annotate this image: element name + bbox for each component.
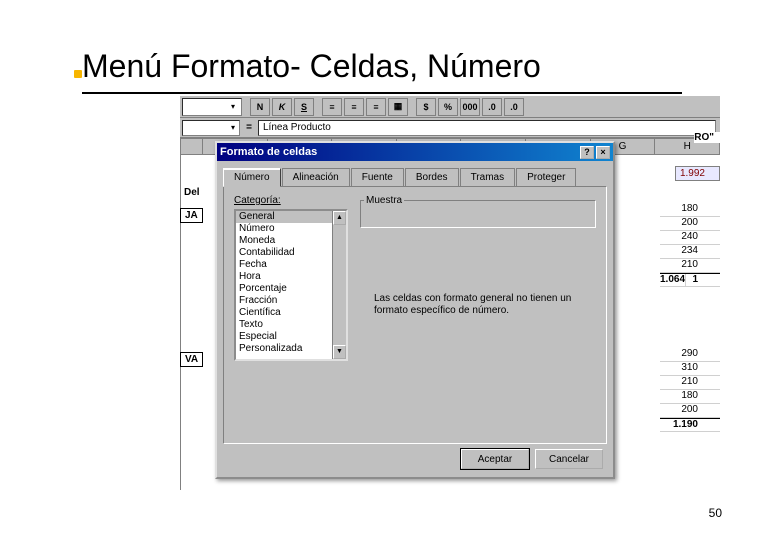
cell-label-ja: JA bbox=[180, 208, 203, 223]
title-decoration bbox=[74, 70, 82, 78]
formula-input[interactable]: Línea Producto bbox=[258, 120, 716, 136]
listbox-scrollbar[interactable]: ▲ ▼ bbox=[332, 211, 346, 359]
dialog-title: Formato de celdas bbox=[220, 146, 317, 158]
dialog-tabs: Número Alineación Fuente Bordes Tramas P… bbox=[223, 167, 607, 186]
cell-year: 1.992 bbox=[675, 166, 720, 181]
category-item-general[interactable]: General bbox=[236, 211, 346, 223]
value-block-2: 290 310 210 180 200 1.190 bbox=[660, 348, 720, 432]
category-item-cientifica[interactable]: Científica bbox=[236, 307, 346, 319]
cell-sum: 1.190 bbox=[660, 418, 720, 432]
cell-value: 234 bbox=[660, 245, 720, 259]
formula-value: Línea Producto bbox=[263, 122, 331, 133]
category-item-especial[interactable]: Especial bbox=[236, 331, 346, 343]
align-center-button[interactable]: ≡ bbox=[344, 98, 364, 116]
format-toolbar: ▾ N K S ≡ ≡ ≡ ▦ $ % 000 .0 .0 bbox=[180, 96, 720, 118]
category-item-hora[interactable]: Hora bbox=[236, 271, 346, 283]
tab-proteger[interactable]: Proteger bbox=[516, 168, 576, 187]
cancel-button[interactable]: Cancelar bbox=[535, 449, 603, 469]
formula-bar: ▾ = Línea Producto bbox=[180, 118, 720, 138]
cell-value: 310 bbox=[660, 362, 720, 376]
cell-label-va: VA bbox=[180, 352, 203, 367]
percent-button[interactable]: % bbox=[438, 98, 458, 116]
comma-button[interactable]: 000 bbox=[460, 98, 480, 116]
category-item-moneda[interactable]: Moneda bbox=[236, 235, 346, 247]
category-item-texto[interactable]: Texto bbox=[236, 319, 346, 331]
format-cells-dialog: Formato de celdas ? × Número Alineación … bbox=[215, 141, 615, 479]
tab-alineacion[interactable]: Alineación bbox=[282, 168, 350, 187]
italic-button[interactable]: K bbox=[272, 98, 292, 116]
category-listbox[interactable]: General Número Moneda Contabilidad Fecha… bbox=[234, 209, 348, 361]
cell-value: 200 bbox=[660, 217, 720, 231]
close-button[interactable]: × bbox=[596, 146, 610, 159]
bold-button[interactable]: N bbox=[250, 98, 270, 116]
align-right-button[interactable]: ≡ bbox=[366, 98, 386, 116]
value-block-1: 180 200 240 234 210 1.0641 bbox=[660, 203, 720, 287]
category-item-porcentaje[interactable]: Porcentaje bbox=[236, 283, 346, 295]
cell-label-del: Del bbox=[180, 186, 204, 199]
tab-tramas[interactable]: Tramas bbox=[460, 168, 516, 187]
scroll-down-button[interactable]: ▼ bbox=[333, 345, 346, 359]
spreadsheet-window: ▾ N K S ≡ ≡ ≡ ▦ $ % 000 .0 .0 ▾ = Línea … bbox=[180, 96, 720, 490]
category-item-contabilidad[interactable]: Contabilidad bbox=[236, 247, 346, 259]
sample-group: Muestra bbox=[360, 195, 596, 228]
slide-title: Menú Formato- Celdas, Número bbox=[82, 48, 541, 85]
tab-bordes[interactable]: Bordes bbox=[405, 168, 459, 187]
cell-fragment-ro: RO" bbox=[694, 132, 720, 143]
cell-value: 210 bbox=[660, 376, 720, 390]
scroll-up-button[interactable]: ▲ bbox=[333, 211, 346, 225]
name-box[interactable]: ▾ bbox=[182, 120, 240, 136]
sample-label: Muestra bbox=[364, 195, 404, 206]
accept-button[interactable]: Aceptar bbox=[461, 449, 529, 469]
cell-value: 180 bbox=[660, 203, 720, 217]
underline-button[interactable]: S bbox=[294, 98, 314, 116]
category-item-personalizada[interactable]: Personalizada bbox=[236, 343, 346, 355]
dialog-buttons: Aceptar Cancelar bbox=[461, 449, 603, 469]
decrease-decimal-button[interactable]: .0 bbox=[504, 98, 524, 116]
cell-value: 240 bbox=[660, 231, 720, 245]
increase-decimal-button[interactable]: .0 bbox=[482, 98, 502, 116]
category-item-fecha[interactable]: Fecha bbox=[236, 259, 346, 271]
cell-value: 180 bbox=[660, 390, 720, 404]
category-label: Categoría: bbox=[234, 195, 281, 206]
cell-value: 290 bbox=[660, 348, 720, 362]
cell-value: 200 bbox=[660, 404, 720, 418]
page-number: 50 bbox=[709, 506, 722, 520]
merge-button[interactable]: ▦ bbox=[388, 98, 408, 116]
cell-value: 210 bbox=[660, 259, 720, 273]
currency-button[interactable]: $ bbox=[416, 98, 436, 116]
category-item-numero[interactable]: Número bbox=[236, 223, 346, 235]
format-description: Las celdas con formato general no tienen… bbox=[374, 293, 590, 317]
cell-sum: 1.064 bbox=[660, 274, 685, 286]
formula-eq: = bbox=[240, 122, 258, 133]
font-combo[interactable]: ▾ bbox=[182, 98, 242, 116]
cell-sum-b: 1 bbox=[685, 274, 698, 286]
select-all-corner[interactable] bbox=[181, 139, 203, 155]
category-item-fraccion[interactable]: Fracción bbox=[236, 295, 346, 307]
title-underline bbox=[82, 92, 682, 94]
help-button[interactable]: ? bbox=[580, 146, 594, 159]
tab-panel-numero: Categoría: General Número Moneda Contabi… bbox=[223, 186, 607, 444]
dialog-titlebar[interactable]: Formato de celdas ? × bbox=[217, 143, 613, 161]
tab-fuente[interactable]: Fuente bbox=[351, 168, 404, 187]
align-left-button[interactable]: ≡ bbox=[322, 98, 342, 116]
tab-numero[interactable]: Número bbox=[223, 168, 281, 187]
